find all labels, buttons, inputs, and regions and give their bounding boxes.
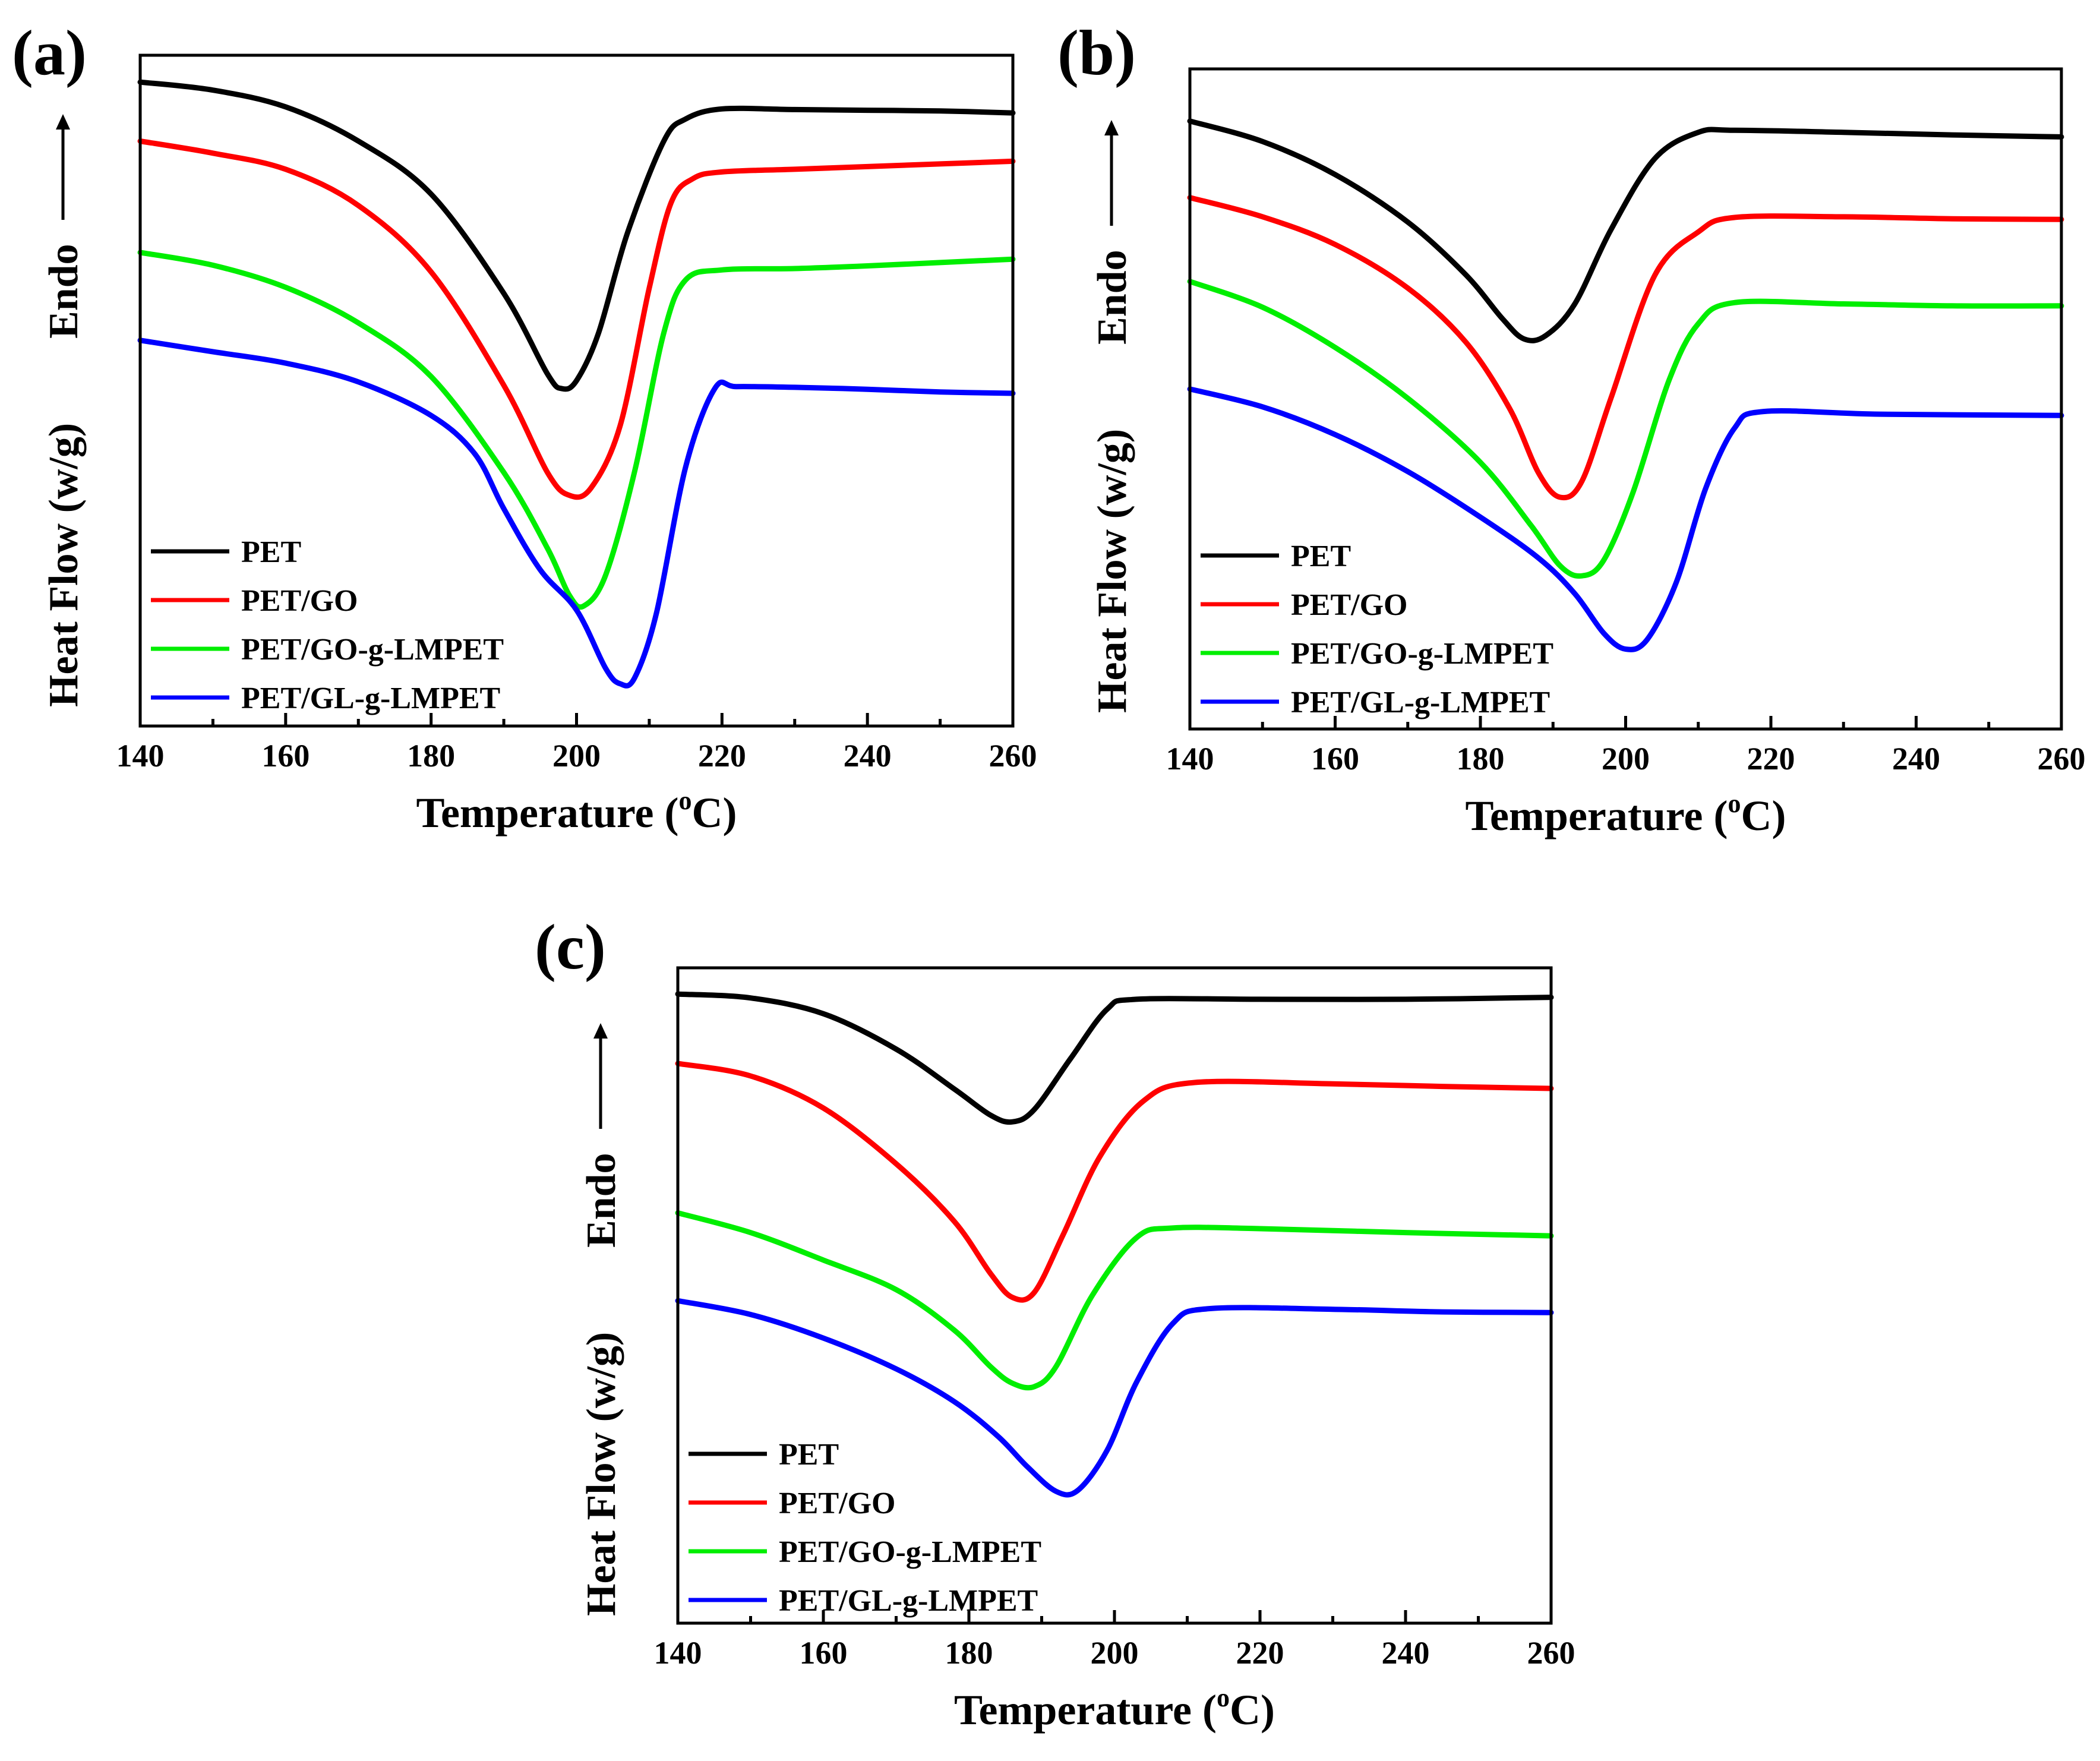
y-axis-title-group: Heat Flow (w/g) Endo (579, 1023, 624, 1616)
x-tick-label: 140 (116, 738, 165, 774)
chart-panel-1: (a) 140 160 180 200 220 240 260 Temperature (oC)… (12, 18, 1037, 837)
series-line-pet-go (675, 1061, 1554, 1303)
y-axis-title-group: Heat Flow (w/g) Endo (41, 114, 87, 707)
legend-label: PET (779, 1438, 839, 1472)
x-tick-label: 220 (698, 738, 746, 774)
x-axis-title: Temperature (oC) (1466, 789, 1786, 840)
series-line-pet (675, 991, 1554, 1125)
x-tick-label: 160 (1311, 741, 1359, 777)
x-axis-degree: o (678, 786, 691, 815)
x-tick-label: 180 (1457, 741, 1505, 777)
legend-label: PET/GO-g-LMPET (241, 633, 504, 667)
endo-arrow-icon (56, 114, 70, 130)
x-tick-label: 260 (1527, 1635, 1575, 1671)
series-line-pet-go-g-lmpet (1187, 279, 2064, 579)
y-axis-title-group: Heat Flow (w/g) Endo (1090, 120, 1135, 713)
legend-label: PET (241, 535, 301, 569)
panel-label: (a) (12, 18, 87, 89)
series-line-pet-go-g-lmpet (675, 1210, 1554, 1391)
legend-label: PET/GL-g-LMPET (1291, 686, 1550, 719)
x-tick-label: 180 (407, 738, 455, 774)
series-line-pet (1187, 118, 2064, 343)
x-tick-label: 220 (1236, 1635, 1284, 1671)
legend-label: PET (1291, 539, 1351, 573)
endo-label: Endo (41, 244, 87, 339)
legend: PET PET/GO PET/GO-g-LMPET PET/GL-g-LMPET (689, 1438, 1041, 1618)
x-tick-label: 200 (1091, 1635, 1139, 1671)
endo-arrow-icon (593, 1023, 608, 1039)
chart-panel-2: (b) 140 160 180 200 220 240 260 Temperature (oC)… (1057, 18, 2086, 840)
x-axis-title: Temperature (oC) (416, 786, 737, 837)
x-tick-label: 180 (945, 1635, 993, 1671)
series-line-pet-gl-g-lmpet (1187, 386, 2064, 652)
endo-arrow-icon (1104, 120, 1119, 135)
chart-panel-3: (c) 140 160 180 200 220 240 260 Temperature (oC)… (535, 912, 1575, 1734)
legend-label: PET/GO (241, 584, 358, 618)
x-tick-label: 260 (2038, 741, 2086, 777)
x-axis-degree: o (1728, 789, 1741, 818)
x-tick-label: 140 (1166, 741, 1214, 777)
panel-label: (b) (1057, 18, 1136, 89)
x-tick-label: 160 (800, 1635, 848, 1671)
x-axis-unit: C) (691, 789, 737, 837)
x-axis-unit: C) (1230, 1686, 1275, 1734)
y-axis-title: Heat Flow (w/g) (41, 423, 87, 707)
legend-label: PET/GL-g-LMPET (779, 1584, 1038, 1618)
x-axis-title-text: Temperature ( (954, 1686, 1217, 1734)
x-axis-unit: C) (1741, 792, 1786, 840)
series-line-pet-go-g-lmpet (137, 250, 1016, 610)
legend-label: PET/GO (779, 1487, 895, 1520)
legend-label: PET/GO-g-LMPET (779, 1535, 1041, 1569)
x-axis-title-text: Temperature ( (1466, 792, 1728, 840)
series-line-pet-gl-g-lmpet (675, 1298, 1554, 1498)
legend: PET PET/GO PET/GO-g-LMPET PET/GL-g-LMPET (151, 535, 504, 715)
x-tick-label: 260 (989, 738, 1037, 774)
x-tick-label: 200 (552, 738, 601, 774)
legend: PET PET/GO PET/GO-g-LMPET PET/GL-g-LMPET (1201, 539, 1553, 719)
x-axis-title: Temperature (oC) (954, 1683, 1275, 1734)
y-axis-title: Heat Flow (w/g) (1090, 429, 1135, 713)
legend-label: PET/GO-g-LMPET (1291, 637, 1553, 671)
y-axis-title: Heat Flow (w/g) (579, 1332, 624, 1616)
legend-label: PET/GO (1291, 588, 1407, 622)
x-tick-label: 220 (1747, 741, 1795, 777)
endo-label: Endo (1090, 250, 1135, 345)
endo-label: Endo (579, 1153, 624, 1248)
series-line-pet (137, 79, 1016, 392)
panel-label: (c) (535, 912, 606, 983)
x-axis-degree: o (1217, 1683, 1230, 1712)
x-tick-label: 240 (844, 738, 892, 774)
x-tick-label: 140 (654, 1635, 702, 1671)
x-axis-title-text: Temperature ( (416, 789, 679, 837)
x-tick-label: 160 (261, 738, 310, 774)
x-tick-label: 240 (1892, 741, 1940, 777)
legend-label: PET/GL-g-LMPET (241, 681, 500, 715)
series-line-pet-gl-g-lmpet (137, 337, 1016, 689)
series-line-pet-go (137, 138, 1016, 500)
x-tick-label: 240 (1382, 1635, 1430, 1671)
x-tick-label: 200 (1602, 741, 1650, 777)
series-line-pet-go (1187, 195, 2064, 501)
